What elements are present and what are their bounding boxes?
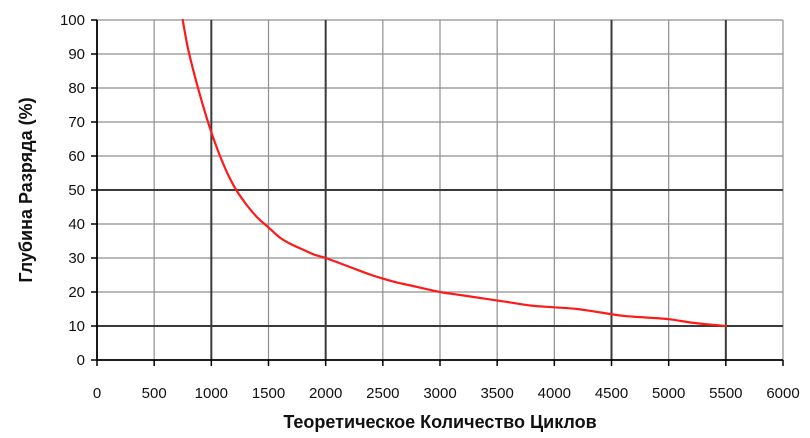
y-tick-label-0: 0 <box>77 352 85 369</box>
y-tick-label-30: 30 <box>68 250 85 267</box>
x-tick-label-0: 0 <box>93 385 101 402</box>
x-tick-label-2000: 2000 <box>309 385 342 402</box>
grid-major-lines <box>97 20 783 360</box>
x-tick-label-6000: 6000 <box>766 385 799 402</box>
y-tick-label-100: 100 <box>60 12 85 29</box>
y-tick-label-60: 60 <box>68 148 85 165</box>
x-tick-label-3000: 3000 <box>423 385 456 402</box>
y-tick-label-80: 80 <box>68 80 85 97</box>
x-tick-labels: 0 500 1000 1500 2000 2500 3000 3500 4000 4500 5000… <box>93 385 800 402</box>
y-tick-label-50: 50 <box>68 182 85 199</box>
x-tick-label-5000: 5000 <box>652 385 685 402</box>
x-tick-label-1000: 1000 <box>195 385 228 402</box>
series-layer <box>181 18 727 328</box>
x-tick-label-5500: 5500 <box>709 385 742 402</box>
y-tick-label-40: 40 <box>68 216 85 233</box>
y-axis-title: Глубина Разряда (%) <box>16 97 36 282</box>
x-tick-label-500: 500 <box>142 385 167 402</box>
x-tick-label-3500: 3500 <box>480 385 513 402</box>
x-axis-title: Теоретическое Количество Циклов <box>283 412 596 432</box>
x-tick-label-4000: 4000 <box>538 385 571 402</box>
series-line-0 <box>181 18 727 328</box>
x-tick-label-4500: 4500 <box>595 385 628 402</box>
y-tick-label-10: 10 <box>68 318 85 335</box>
y-tick-label-20: 20 <box>68 284 85 301</box>
axes <box>91 19 784 366</box>
x-tick-label-2500: 2500 <box>366 385 399 402</box>
y-tick-label-70: 70 <box>68 114 85 131</box>
y-tick-labels: 0 10 20 30 40 50 60 70 80 90 100 <box>60 12 85 369</box>
x-tick-label-1500: 1500 <box>252 385 285 402</box>
y-tick-label-90: 90 <box>68 46 85 63</box>
